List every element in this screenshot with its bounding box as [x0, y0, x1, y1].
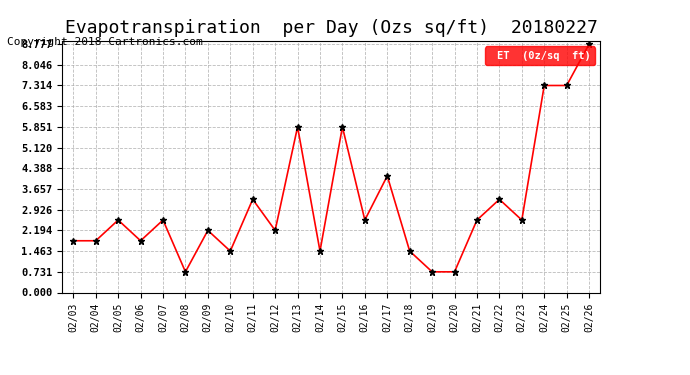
- Title: Evapotranspiration  per Day (Ozs sq/ft)  20180227: Evapotranspiration per Day (Ozs sq/ft) 2…: [65, 19, 598, 37]
- Legend: ET  (0z/sq  ft): ET (0z/sq ft): [484, 46, 595, 65]
- Text: Copyright 2018 Cartronics.com: Copyright 2018 Cartronics.com: [7, 37, 203, 47]
